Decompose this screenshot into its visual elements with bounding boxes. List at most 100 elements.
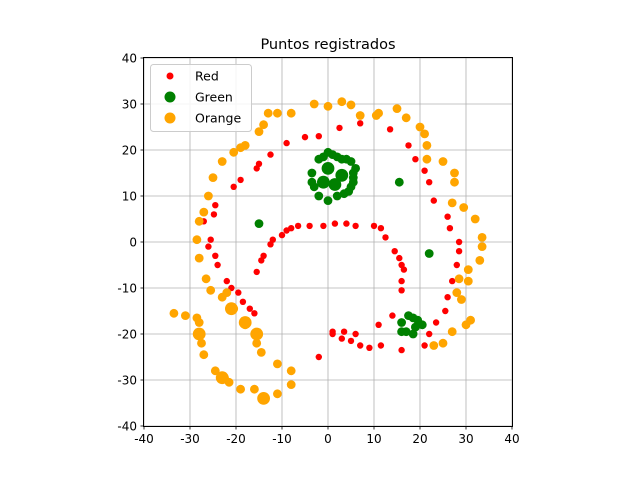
- y-tick-label: -10: [117, 281, 137, 295]
- red-point: [301, 133, 309, 141]
- orange-point: [454, 274, 464, 284]
- orange-point: [206, 285, 216, 295]
- red-point: [288, 225, 295, 232]
- orange-point: [256, 348, 266, 357]
- y-tick-label: 10: [122, 189, 137, 203]
- red-point: [237, 176, 244, 184]
- legend-label-orange: Orange: [195, 111, 241, 126]
- red-point: [377, 225, 385, 232]
- red-point: [377, 342, 385, 349]
- orange-point: [181, 311, 190, 320]
- red-point: [315, 353, 322, 361]
- orange-point: [192, 327, 206, 341]
- green-point: [346, 157, 356, 166]
- orange-point: [452, 288, 462, 297]
- red-point: [398, 287, 405, 294]
- red-point: [207, 236, 214, 243]
- red-point: [331, 220, 339, 227]
- orange-point: [197, 338, 206, 348]
- red-point: [357, 120, 364, 127]
- red-point: [426, 330, 433, 338]
- red-point: [214, 261, 221, 269]
- green-point: [408, 329, 418, 339]
- legend-marker-red: [166, 72, 174, 80]
- orange-point: [447, 327, 457, 337]
- red-point: [315, 133, 322, 140]
- orange-point: [461, 320, 471, 330]
- orange-point: [229, 147, 239, 157]
- red-point: [398, 346, 405, 354]
- green-point: [307, 168, 317, 178]
- legend-marker-orange: [164, 112, 176, 124]
- green-point: [332, 191, 342, 201]
- orange-point: [477, 242, 487, 252]
- green-point: [317, 175, 330, 189]
- red-point: [446, 225, 454, 232]
- orange-point: [194, 318, 204, 327]
- red-point: [246, 305, 253, 312]
- red-point: [442, 307, 449, 315]
- y-tick-label: 0: [129, 235, 137, 249]
- x-tick-label: -40: [134, 432, 154, 446]
- orange-point: [238, 316, 252, 329]
- red-point: [453, 261, 460, 269]
- red-point: [432, 319, 440, 326]
- orange-point: [208, 173, 218, 183]
- red-point: [212, 202, 219, 209]
- orange-point: [323, 101, 333, 111]
- y-tick-label: -30: [117, 373, 137, 387]
- orange-point: [192, 235, 202, 245]
- orange-point: [346, 100, 356, 110]
- x-tick-label: -20: [226, 432, 246, 446]
- red-point: [347, 337, 355, 345]
- orange-point: [447, 198, 457, 208]
- green-point: [397, 318, 406, 327]
- red-point: [294, 222, 302, 230]
- orange-point: [259, 120, 268, 130]
- orange-point: [475, 256, 485, 265]
- red-point: [283, 139, 290, 147]
- legend-marker-green: [164, 91, 176, 103]
- x-tick-label: 40: [504, 432, 519, 446]
- red-point: [382, 234, 389, 241]
- green-point: [328, 178, 342, 191]
- orange-point: [254, 127, 264, 136]
- red-point: [210, 211, 218, 218]
- red-point: [352, 330, 359, 338]
- red-point: [396, 254, 403, 262]
- red-point: [405, 142, 412, 149]
- red-point: [455, 238, 463, 246]
- orange-point: [422, 154, 432, 164]
- y-tick-label: -20: [117, 327, 137, 341]
- red-point: [212, 252, 219, 259]
- orange-point: [401, 113, 411, 123]
- red-point: [366, 344, 373, 351]
- red-point: [412, 156, 419, 163]
- red-point: [278, 231, 286, 239]
- orange-point: [199, 350, 209, 360]
- green-point: [323, 196, 333, 206]
- red-point: [260, 252, 267, 259]
- red-point: [426, 179, 433, 186]
- red-point: [320, 222, 327, 230]
- red-point: [235, 289, 242, 296]
- red-point: [398, 277, 405, 285]
- legend-box: [150, 64, 252, 132]
- orange-point: [337, 97, 347, 107]
- orange-point: [236, 384, 246, 394]
- green-point: [254, 219, 264, 229]
- chart-title: Puntos registrados: [260, 37, 395, 53]
- red-point: [306, 222, 313, 230]
- green-point: [307, 177, 317, 187]
- y-tick-label: 20: [122, 143, 137, 157]
- orange-point: [438, 338, 448, 348]
- orange-point: [252, 338, 262, 348]
- x-tick-label: 0: [324, 432, 332, 446]
- red-point: [455, 248, 463, 255]
- y-tick-label: 30: [122, 97, 137, 111]
- orange-point: [273, 108, 282, 118]
- orange-point: [194, 216, 204, 226]
- red-point: [267, 151, 274, 158]
- green-point: [335, 168, 349, 182]
- orange-point: [201, 274, 211, 284]
